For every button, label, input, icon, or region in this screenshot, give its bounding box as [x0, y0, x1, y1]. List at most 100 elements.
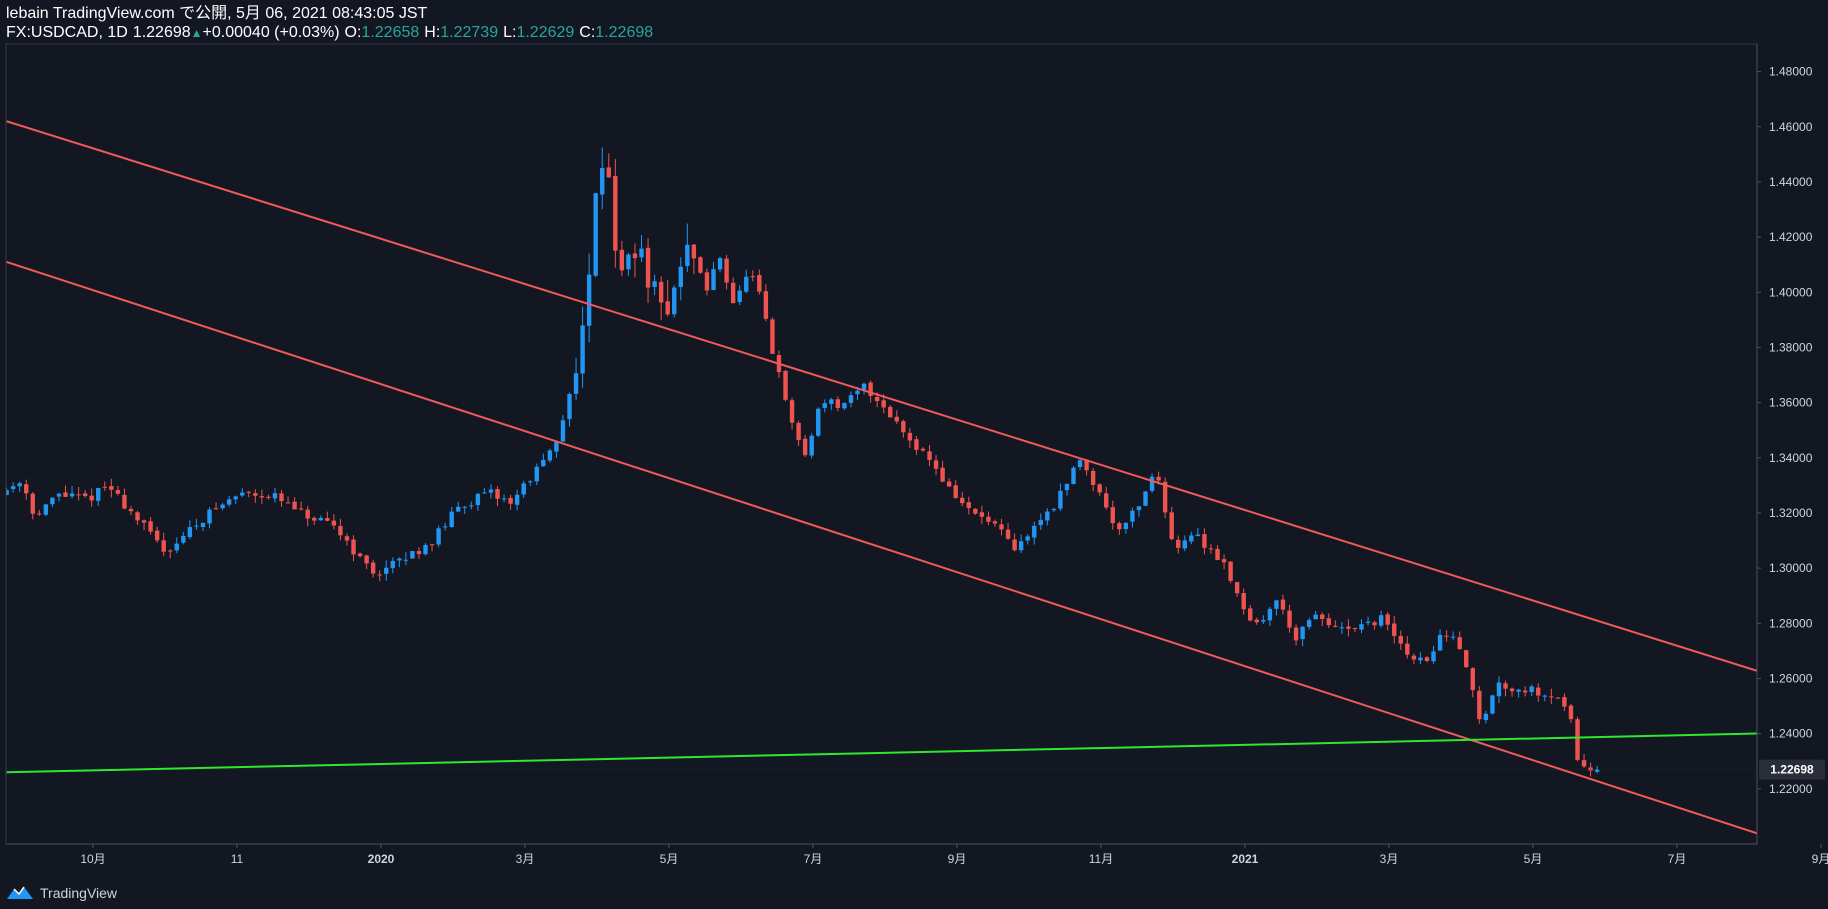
candle-body	[1176, 539, 1181, 548]
candle-body	[567, 393, 572, 420]
candle-body	[1372, 622, 1377, 626]
candle-body	[600, 167, 605, 195]
candle-body	[940, 467, 945, 482]
price-change: +0.00040 (+0.03%)	[202, 24, 340, 41]
candle-body	[17, 483, 22, 487]
price-tick-label: 1.24000	[1769, 727, 1813, 741]
candle-body	[534, 466, 539, 482]
price-tick-label: 1.22000	[1769, 782, 1813, 796]
candle-body	[1234, 582, 1240, 594]
candle-body	[1149, 476, 1155, 491]
candle-body	[357, 553, 363, 557]
footer-brand[interactable]: TradingView	[6, 885, 117, 901]
candle-body	[220, 504, 225, 509]
candle-body	[1221, 559, 1227, 563]
candle-body	[704, 272, 710, 291]
candle-body	[1280, 599, 1286, 610]
candle-body	[1215, 548, 1220, 560]
candle-body	[1064, 483, 1070, 491]
candle-body	[475, 493, 481, 506]
symbol-label[interactable]: FX:USDCAD, 1D	[6, 24, 128, 41]
chart-header: lebain TradingView.com で公開, 5月 06, 2021 …	[6, 4, 1828, 43]
candle-body	[554, 441, 559, 452]
candle-body	[580, 325, 585, 374]
time-tick-label: 9月	[1812, 852, 1828, 866]
candle-body	[717, 258, 723, 270]
price-tick-label: 1.34000	[1769, 451, 1813, 465]
candle-body	[979, 512, 985, 517]
candle-body	[1326, 618, 1331, 626]
candle-body	[1470, 668, 1475, 691]
candle-body	[488, 489, 494, 493]
close-value: 1.22698	[595, 24, 654, 41]
candle-body	[816, 408, 821, 436]
candle-body	[1012, 539, 1017, 551]
time-tick-label: 7月	[804, 852, 823, 866]
candle-body	[711, 269, 716, 291]
candle-body	[1202, 534, 1207, 548]
candle-body	[501, 498, 507, 500]
candle-body	[528, 481, 533, 483]
candle-body	[1503, 683, 1508, 689]
candle-body	[1058, 490, 1063, 509]
candle-body	[1117, 523, 1122, 530]
candle-body	[730, 282, 736, 304]
candle-body	[560, 420, 566, 442]
candle-body	[1464, 650, 1469, 668]
candle-body	[514, 494, 520, 505]
candle-body	[102, 486, 107, 488]
price-tick-label: 1.48000	[1769, 65, 1813, 79]
candle-body	[200, 522, 206, 528]
candle-body	[43, 504, 49, 515]
candle-body	[181, 535, 186, 543]
candle-body	[1549, 696, 1554, 698]
candle-body	[855, 390, 860, 395]
candle-body	[888, 406, 893, 418]
time-axis[interactable]: 10月 11 2020 3月 5月 7月 9月 11月 2021 3月 5月 7月 9月	[80, 844, 1828, 866]
price-tick-label: 1.44000	[1769, 175, 1813, 189]
candle-body	[364, 555, 369, 564]
price-axis[interactable]: 1.48000 1.46000 1.44000 1.42000 1.40000 1.380…	[1757, 65, 1813, 796]
candle-body	[874, 396, 880, 402]
candle-body	[1594, 769, 1600, 772]
candle-body	[691, 244, 697, 259]
candle-body	[619, 249, 625, 271]
published-line: lebain TradingView.com で公開, 5月 06, 2021 …	[6, 5, 428, 22]
candle-body	[56, 493, 62, 497]
candle-body	[82, 493, 88, 497]
candle-body	[1123, 522, 1129, 530]
candle-body	[933, 460, 939, 469]
candle-body	[1529, 686, 1534, 692]
candle-body	[154, 530, 160, 541]
candle-body	[593, 193, 598, 276]
candle-body	[285, 502, 291, 504]
candle-body	[672, 287, 677, 315]
candle-body	[986, 516, 991, 522]
candle-body	[1293, 627, 1299, 641]
candle-body	[573, 373, 579, 394]
candle-body	[1267, 608, 1273, 621]
candle-body	[999, 524, 1004, 530]
candle-body	[1038, 520, 1043, 526]
high-value: 1.22739	[440, 24, 499, 41]
candle-body	[161, 540, 166, 552]
low-value: 1.22629	[516, 24, 575, 41]
candle-body	[240, 492, 245, 496]
candle-body	[292, 501, 297, 510]
candle-body	[914, 439, 919, 450]
candle-body	[626, 254, 631, 270]
candle-body	[848, 395, 854, 403]
candle-body	[305, 509, 310, 519]
candle-body	[953, 485, 958, 499]
candle-body	[436, 528, 441, 545]
trendlines[interactable]	[6, 120, 1828, 909]
candle-body	[24, 484, 29, 494]
candle-body	[960, 497, 965, 504]
candle-body	[469, 505, 474, 507]
candle-body	[298, 508, 304, 510]
price-tick-label: 1.32000	[1769, 506, 1813, 520]
candle-body	[1018, 541, 1024, 551]
candle-body	[665, 301, 670, 315]
candle-body	[1084, 459, 1089, 471]
